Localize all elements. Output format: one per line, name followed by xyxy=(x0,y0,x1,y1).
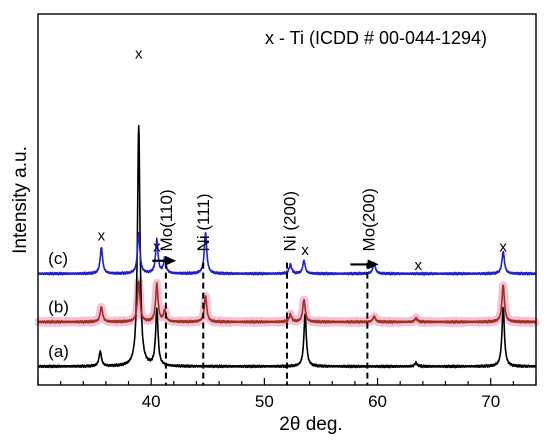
ti-peak-marker: x xyxy=(301,242,309,259)
x-tick-label: 60 xyxy=(368,392,387,411)
series-label: (c) xyxy=(48,249,68,268)
ti-peak-marker: x xyxy=(415,257,423,274)
shift-arrow-head xyxy=(367,259,379,270)
x-axis-label: 2θ deg. xyxy=(279,414,342,435)
peak-label: Ni (111) xyxy=(194,193,213,251)
y-axis-label: Intensity a.u. xyxy=(10,146,31,254)
series-line xyxy=(37,231,537,276)
shift-arrow-head xyxy=(165,255,177,266)
ti-peak-marker: x xyxy=(499,238,507,255)
peak-label: Ni (200) xyxy=(280,191,299,251)
x-tick-label: 50 xyxy=(255,392,274,411)
ti-peak-marker: x xyxy=(153,238,161,255)
x-tick-label: 40 xyxy=(142,392,161,411)
series-label: (b) xyxy=(48,297,69,316)
ti-peak-marker: x xyxy=(98,227,106,244)
series-label: (a) xyxy=(48,342,69,361)
ti-peak-marker: x xyxy=(135,46,143,63)
x-tick-label: 70 xyxy=(481,392,500,411)
peak-label: Mo(200) xyxy=(359,188,378,251)
legend-text: x - Ti (ICDD # 00-044-1294) xyxy=(265,28,487,48)
peak-label: Mo(110) xyxy=(157,189,176,251)
ticks-layer: 40 50 60 70 xyxy=(37,378,537,411)
series-line xyxy=(37,280,537,324)
